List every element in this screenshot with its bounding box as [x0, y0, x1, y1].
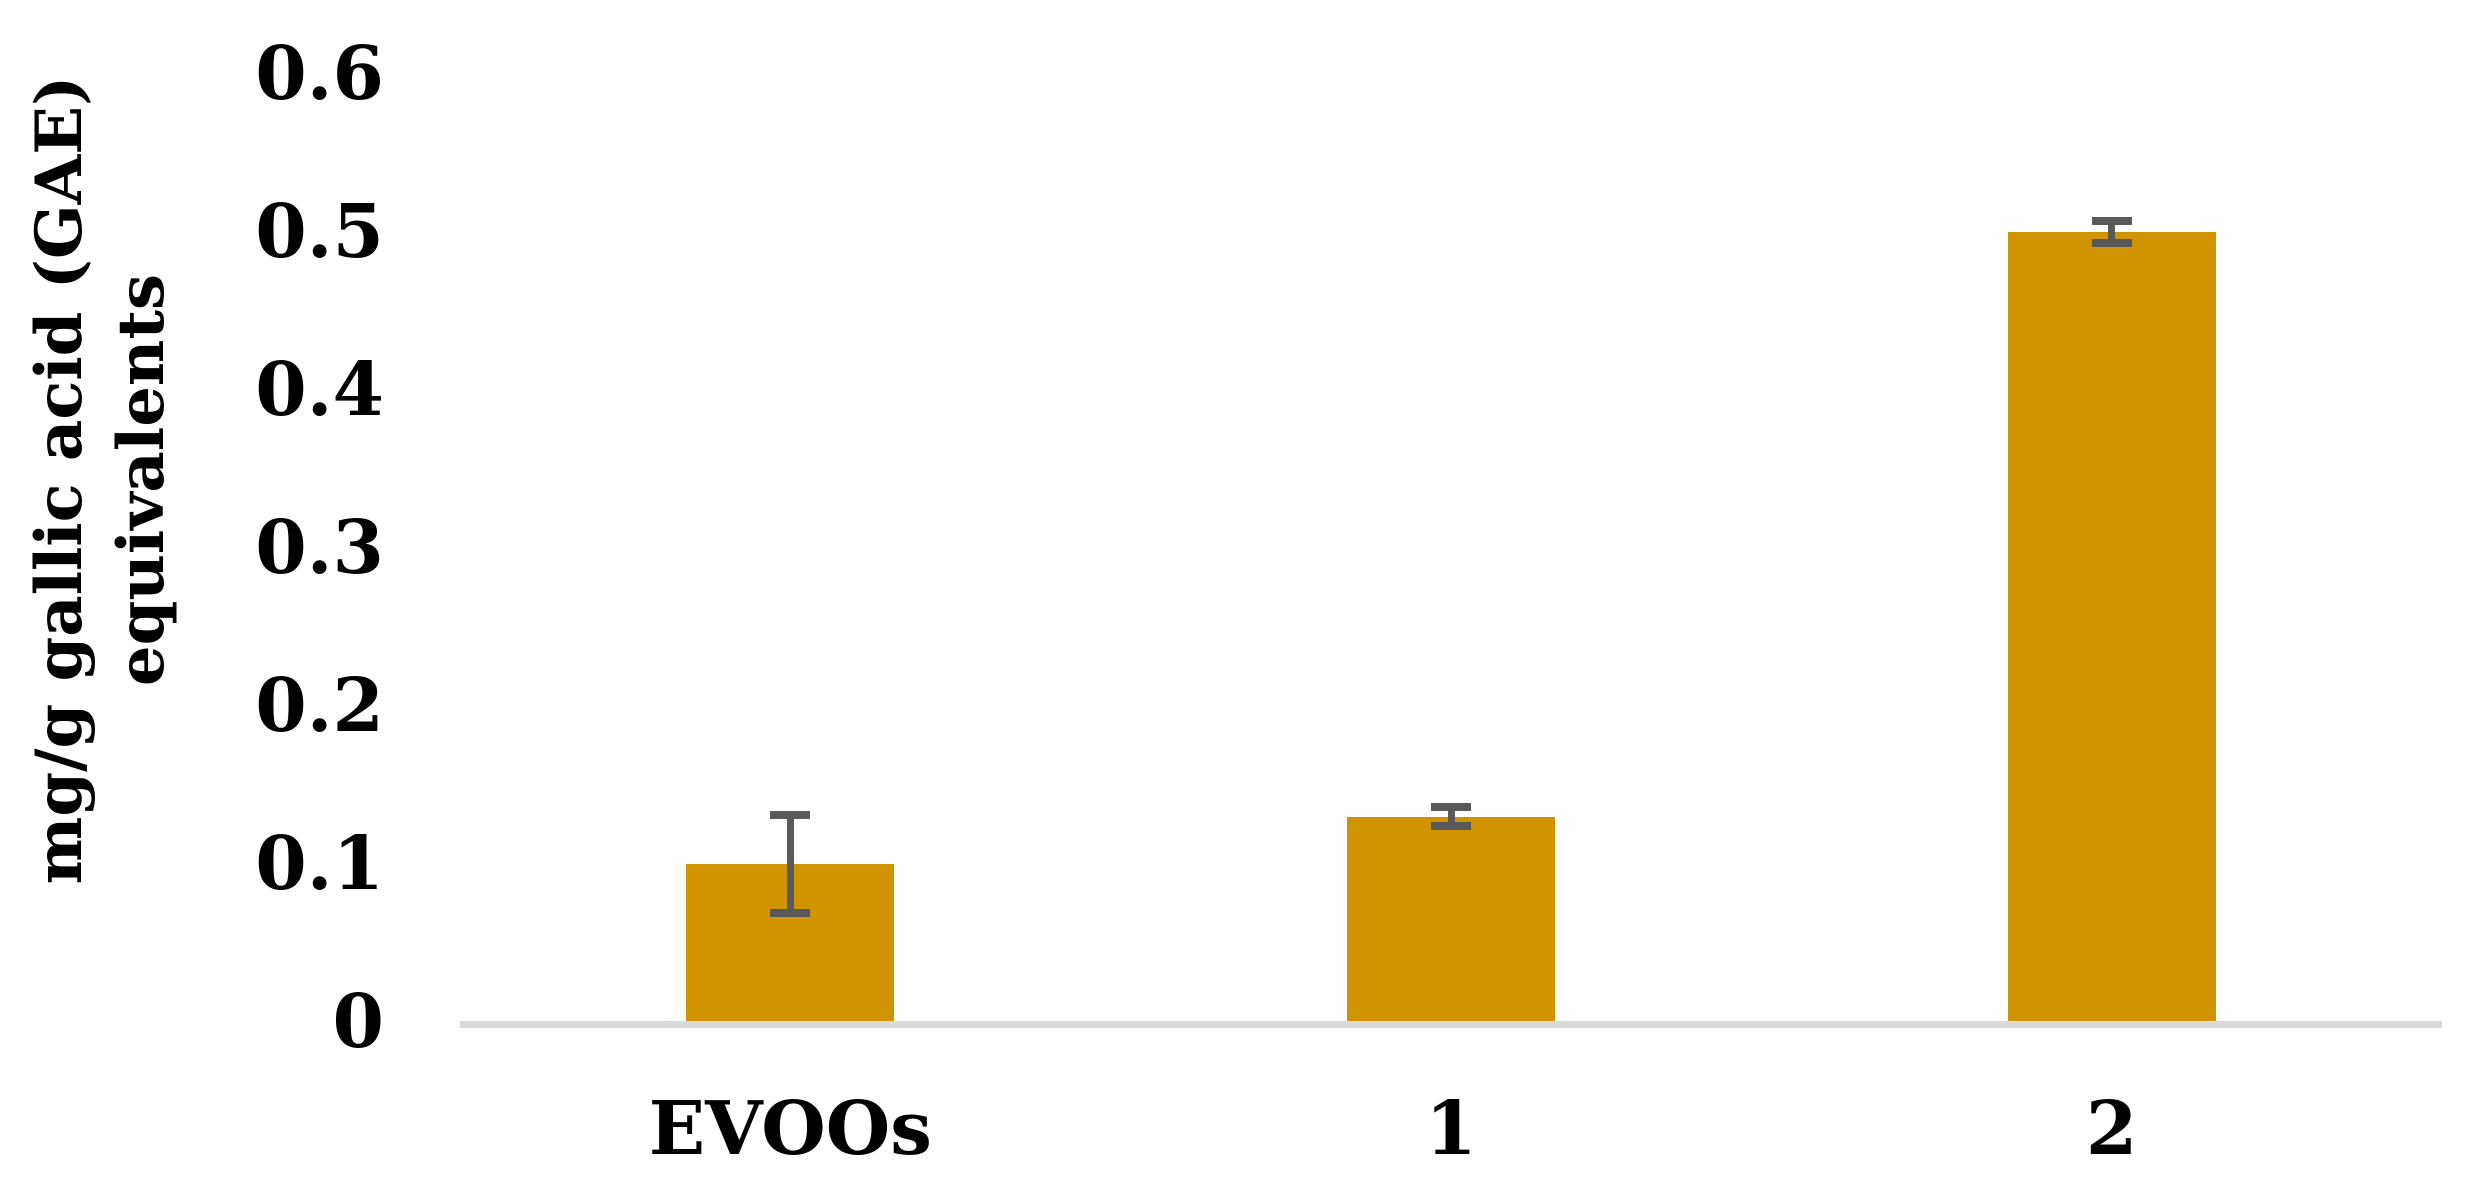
y-tick-label: 0.4	[255, 347, 384, 433]
y-tick-label: 0.6	[255, 31, 384, 117]
x-axis-line	[460, 1021, 2442, 1028]
error-bar-cap	[770, 811, 811, 820]
error-bar-cap	[1431, 822, 1471, 831]
error-bar-line	[1447, 807, 1455, 827]
bar	[2007, 232, 2216, 1022]
y-tick-label: 0.2	[255, 663, 384, 749]
error-bar-cap	[770, 908, 811, 917]
error-bar-cap	[2091, 216, 2132, 225]
bar	[1347, 816, 1555, 1022]
x-category-label: 1	[1425, 1086, 1477, 1172]
error-bar-line	[2108, 220, 2116, 244]
x-category-label: 2	[2085, 1086, 2138, 1172]
y-tick-label: 0.5	[255, 189, 384, 275]
error-bar-line	[786, 815, 794, 913]
error-bar-cap	[2091, 239, 2132, 248]
x-category-label: EVOOs	[648, 1086, 932, 1172]
y-tick-label: 0.1	[255, 821, 384, 907]
y-tick-label: 0	[332, 979, 385, 1065]
error-bar-cap	[1431, 803, 1471, 812]
y-tick-label: 0.3	[255, 505, 384, 591]
